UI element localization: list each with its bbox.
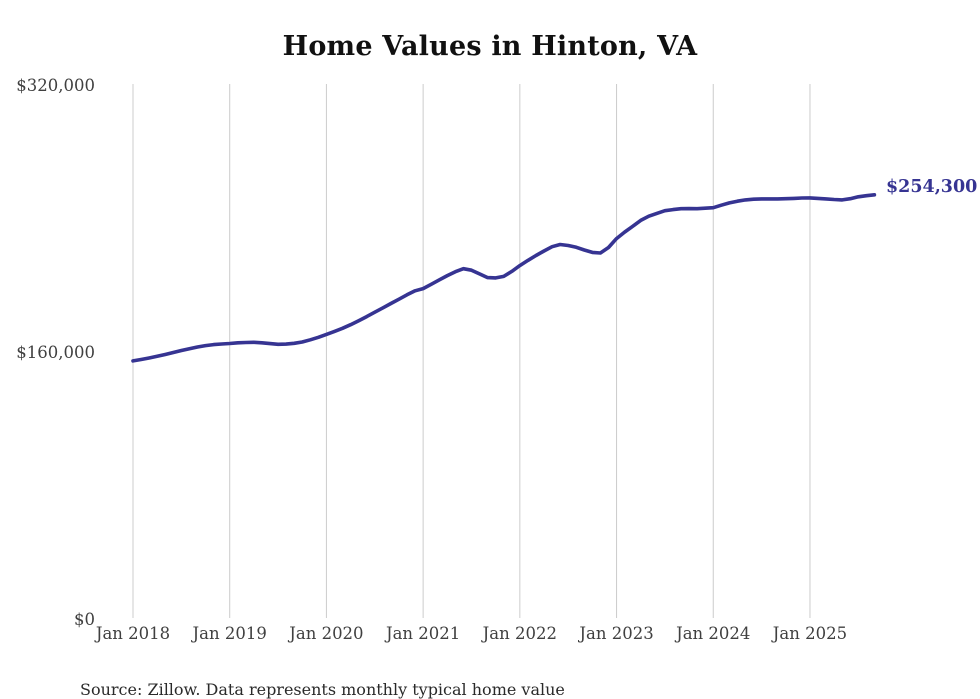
- end-value-label: $254,300: [886, 177, 978, 197]
- x-tick-label: Jan 2025: [772, 624, 848, 643]
- x-tick-label: Jan 2023: [579, 624, 654, 643]
- x-tick-label: Jan 2019: [192, 624, 267, 643]
- home-value-line: [131, 193, 877, 363]
- x-tick-label: Jan 2024: [676, 624, 751, 643]
- source-note: Source: Zillow. Data represents monthly …: [80, 680, 565, 699]
- x-tick-label: Jan 2018: [95, 624, 171, 643]
- x-tick-label: Jan 2022: [482, 624, 557, 643]
- x-tick-label: Jan 2021: [385, 624, 461, 643]
- chart-title: Home Values in Hinton, VA: [282, 31, 698, 62]
- x-tick-label: Jan 2020: [289, 624, 364, 643]
- y-tick-label-320000: $320,000: [16, 76, 95, 95]
- y-tick-label-0: $0: [74, 610, 95, 629]
- y-tick-label-160000: $160,000: [16, 343, 95, 362]
